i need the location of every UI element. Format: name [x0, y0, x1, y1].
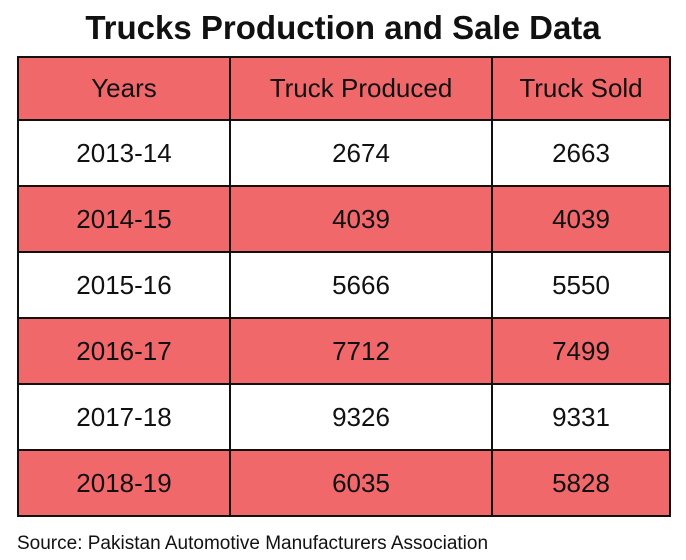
source-note: Source: Pakistan Automotive Manufacturer…: [17, 533, 489, 554]
table-cell: 2663: [491, 119, 671, 187]
title: Trucks Production and Sale Data: [85, 9, 601, 46]
table-cell: 5666: [229, 251, 493, 319]
data-table: Years Truck Produced Truck Sold 2013-14 2674…: [17, 56, 671, 517]
table-cell: 5550: [491, 251, 671, 319]
table-cell: 5828: [491, 449, 671, 517]
header-row: Years Truck Produced Truck Sold: [17, 56, 671, 121]
table-cell: 2015-16: [17, 251, 231, 319]
table-cell: 2017-18: [17, 383, 231, 451]
table-cell: 2674: [229, 119, 493, 187]
header-cell: Truck Produced: [229, 56, 493, 121]
header-cell: Years: [17, 56, 231, 121]
table-cell: 9331: [491, 383, 671, 451]
table-cell: 7499: [491, 317, 671, 385]
table-row: 2013-14 2674 2663: [17, 119, 671, 187]
table-cell: 2014-15: [17, 185, 231, 253]
table-row: 2014-15 4039 4039: [17, 185, 671, 253]
table-row: 2015-16 5666 5550: [17, 251, 671, 319]
table-cell: 2013-14: [17, 119, 231, 187]
table-cell: 2016-17: [17, 317, 231, 385]
table-cell: 9326: [229, 383, 493, 451]
table-row: 2017-18 9326 9331: [17, 383, 671, 451]
table-cell: 2018-19: [17, 449, 231, 517]
table-row: 2016-17 7712 7499: [17, 317, 671, 385]
table-row: 2018-19 6035 5828: [17, 449, 671, 517]
table-cell: 4039: [229, 185, 493, 253]
header-cell: Truck Sold: [491, 56, 671, 121]
table-cell: 4039: [491, 185, 671, 253]
table-cell: 6035: [229, 449, 493, 517]
table-cell: 7712: [229, 317, 493, 385]
